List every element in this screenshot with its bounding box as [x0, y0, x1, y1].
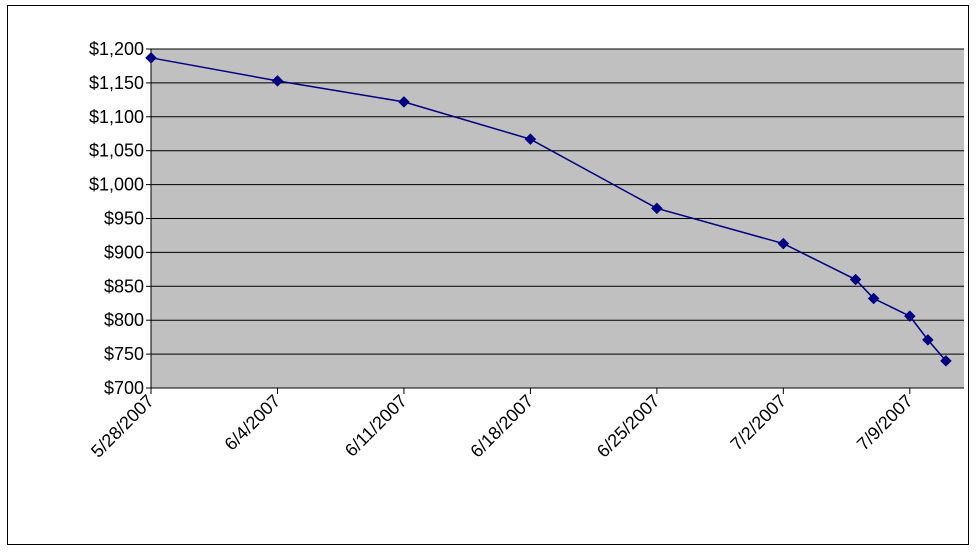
data-point: [867, 292, 880, 305]
x-tick-label: 6/25/2007: [593, 391, 664, 462]
data-point: [903, 310, 916, 322]
y-tick-label: $1,100: [89, 107, 144, 127]
y-tick-label: $1,050: [89, 141, 144, 161]
x-tick-label: 7/9/2007: [853, 391, 917, 455]
data-point: [271, 75, 284, 87]
y-tick-label: $950: [104, 209, 144, 229]
data-point: [145, 51, 157, 64]
data-point: [524, 133, 537, 146]
y-tick-label: $750: [104, 344, 144, 364]
y-tick-label: $1,200: [89, 39, 144, 59]
data-point: [940, 355, 952, 367]
data-point: [922, 334, 934, 346]
x-tick-label: 6/4/2007: [221, 391, 285, 455]
x-tick-label: 7/2/2007: [726, 391, 790, 455]
y-tick-label: $1,150: [89, 73, 144, 93]
x-tick-label: 6/18/2007: [466, 391, 537, 462]
y-tick-label: $900: [104, 242, 144, 262]
x-tick-label: 5/28/2007: [87, 391, 158, 462]
y-tick-label: $700: [104, 378, 144, 398]
y-tick-label: $1,000: [89, 175, 144, 195]
data-point: [849, 273, 862, 286]
series: [145, 51, 952, 367]
y-axis-tick-labels: $700 $750 $800 $850 $900 $950 $1,000 $1,050 $1,1…: [89, 39, 144, 398]
data-point: [651, 202, 663, 215]
x-axis-tick-labels: 5/28/2007 6/4/2007 6/11/2007 6/18/2007 6/25/…: [87, 391, 917, 462]
y-tick-label: $800: [104, 310, 144, 330]
data-point: [398, 96, 410, 108]
axes: [150, 49, 964, 394]
data-point: [777, 237, 790, 250]
x-tick-label: 6/11/2007: [341, 391, 411, 461]
y-tick-label: $850: [104, 276, 144, 296]
